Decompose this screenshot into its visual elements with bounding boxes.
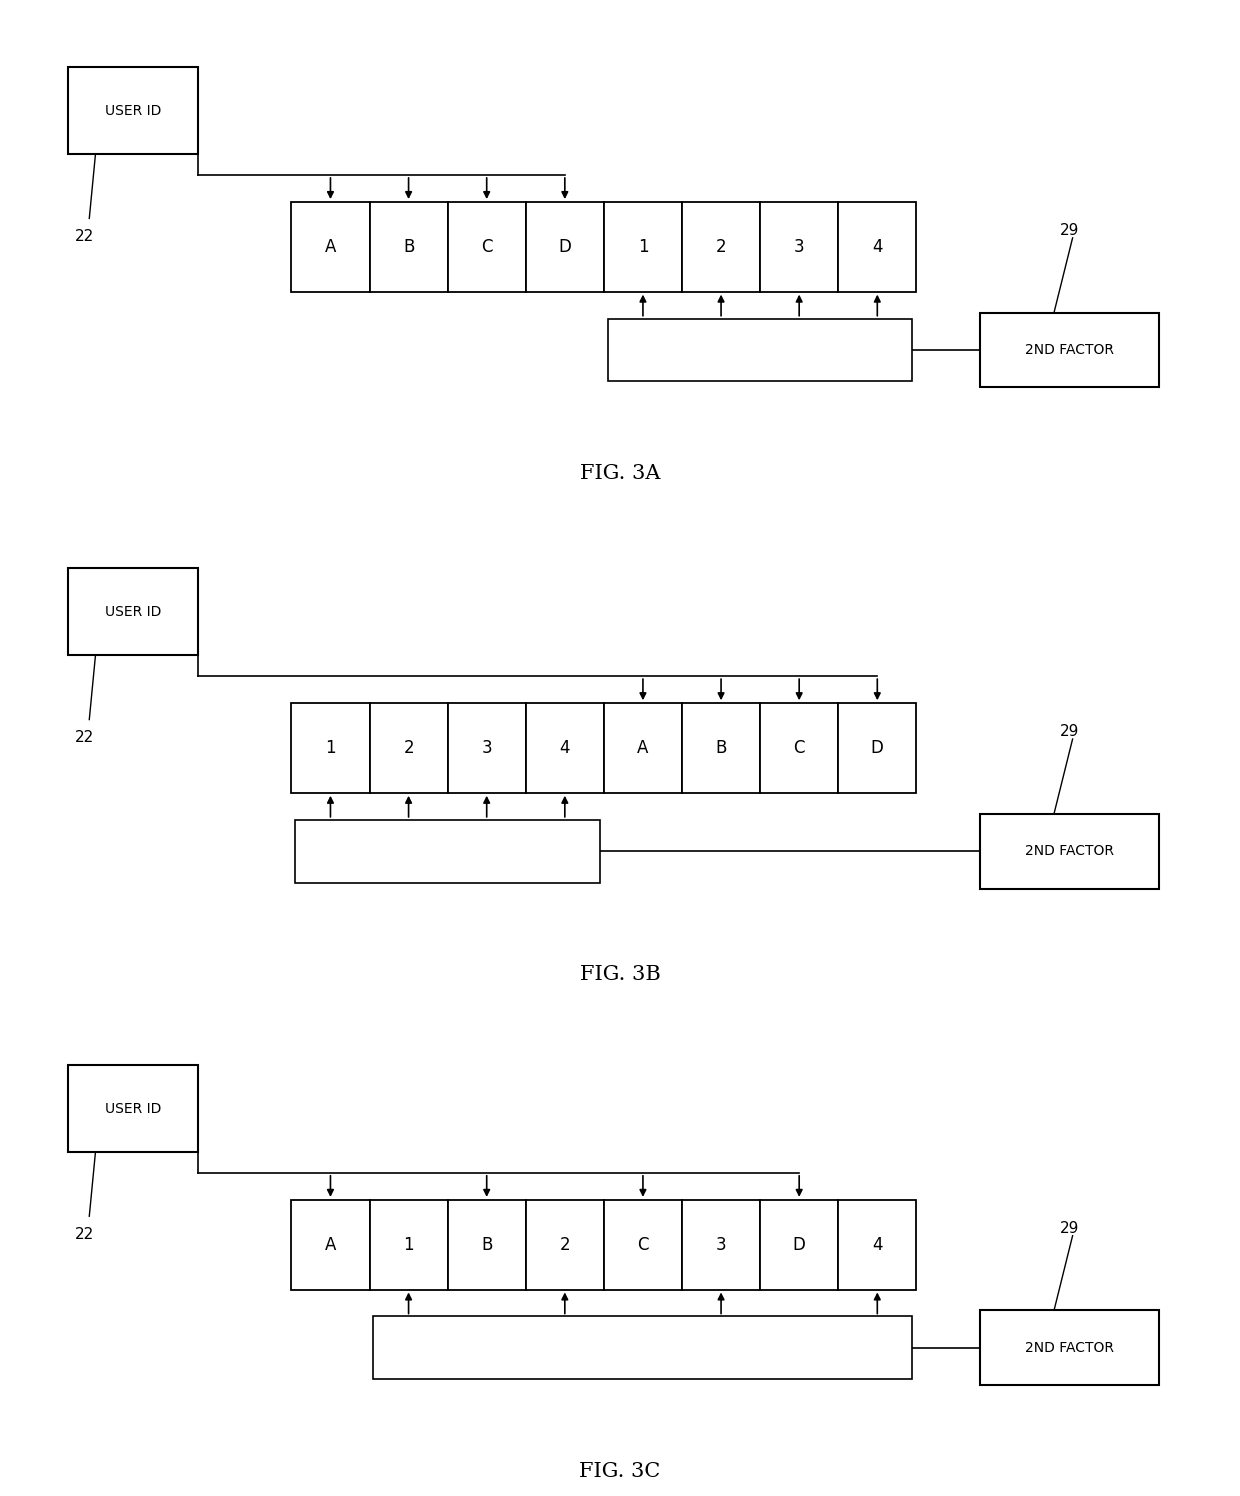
- Text: D: D: [792, 1236, 806, 1254]
- Bar: [370, 703, 448, 793]
- Text: 1: 1: [637, 238, 649, 256]
- Text: FIG. 3C: FIG. 3C: [579, 1462, 661, 1481]
- Text: 1: 1: [325, 739, 336, 757]
- Bar: [68, 1065, 198, 1152]
- Bar: [838, 1200, 916, 1290]
- Text: 3: 3: [715, 1236, 727, 1254]
- Text: 2: 2: [403, 739, 414, 757]
- Bar: [604, 202, 682, 292]
- Text: 4: 4: [559, 739, 570, 757]
- Text: 2ND FACTOR: 2ND FACTOR: [1025, 844, 1114, 859]
- Bar: [526, 202, 604, 292]
- Bar: [682, 202, 760, 292]
- Text: 3: 3: [481, 739, 492, 757]
- Text: 2ND FACTOR: 2ND FACTOR: [1025, 1340, 1114, 1355]
- Text: 22: 22: [74, 1227, 94, 1242]
- Bar: [604, 703, 682, 793]
- Bar: [448, 703, 526, 793]
- Text: 4: 4: [872, 238, 883, 256]
- Text: 2: 2: [715, 238, 727, 256]
- Bar: [526, 1200, 604, 1290]
- Text: 1: 1: [403, 1236, 414, 1254]
- Text: 29: 29: [1060, 223, 1080, 238]
- Bar: [526, 703, 604, 793]
- Bar: [68, 67, 198, 154]
- Text: B: B: [715, 739, 727, 757]
- Text: FIG. 3A: FIG. 3A: [580, 464, 660, 483]
- Text: C: C: [794, 739, 805, 757]
- Bar: [980, 1310, 1159, 1385]
- Bar: [838, 202, 916, 292]
- Bar: [68, 568, 198, 655]
- Text: FIG. 3B: FIG. 3B: [579, 965, 661, 984]
- Text: B: B: [481, 1236, 492, 1254]
- Text: D: D: [870, 739, 884, 757]
- Text: B: B: [403, 238, 414, 256]
- Bar: [370, 1200, 448, 1290]
- Bar: [370, 202, 448, 292]
- Text: USER ID: USER ID: [105, 103, 161, 118]
- Text: 29: 29: [1060, 1221, 1080, 1236]
- Bar: [760, 202, 838, 292]
- Bar: [980, 814, 1159, 889]
- Text: 22: 22: [74, 229, 94, 244]
- Text: A: A: [637, 739, 649, 757]
- Text: C: C: [481, 238, 492, 256]
- Text: 29: 29: [1060, 724, 1080, 739]
- Text: 22: 22: [74, 730, 94, 745]
- Bar: [291, 703, 370, 793]
- Bar: [760, 1200, 838, 1290]
- Bar: [291, 1200, 370, 1290]
- Text: A: A: [325, 1236, 336, 1254]
- Bar: [838, 703, 916, 793]
- Text: 2: 2: [559, 1236, 570, 1254]
- Bar: [295, 820, 600, 883]
- Bar: [604, 1200, 682, 1290]
- Bar: [980, 313, 1159, 387]
- Text: A: A: [325, 238, 336, 256]
- Text: C: C: [637, 1236, 649, 1254]
- Text: USER ID: USER ID: [105, 604, 161, 619]
- Text: 4: 4: [872, 1236, 883, 1254]
- Bar: [291, 202, 370, 292]
- Bar: [760, 703, 838, 793]
- Text: 2ND FACTOR: 2ND FACTOR: [1025, 343, 1114, 358]
- Bar: [448, 202, 526, 292]
- Bar: [682, 703, 760, 793]
- Text: 3: 3: [794, 238, 805, 256]
- Bar: [448, 1200, 526, 1290]
- Text: USER ID: USER ID: [105, 1101, 161, 1116]
- Bar: [373, 1316, 913, 1379]
- Text: D: D: [558, 238, 572, 256]
- Bar: [682, 1200, 760, 1290]
- Bar: [608, 319, 913, 381]
